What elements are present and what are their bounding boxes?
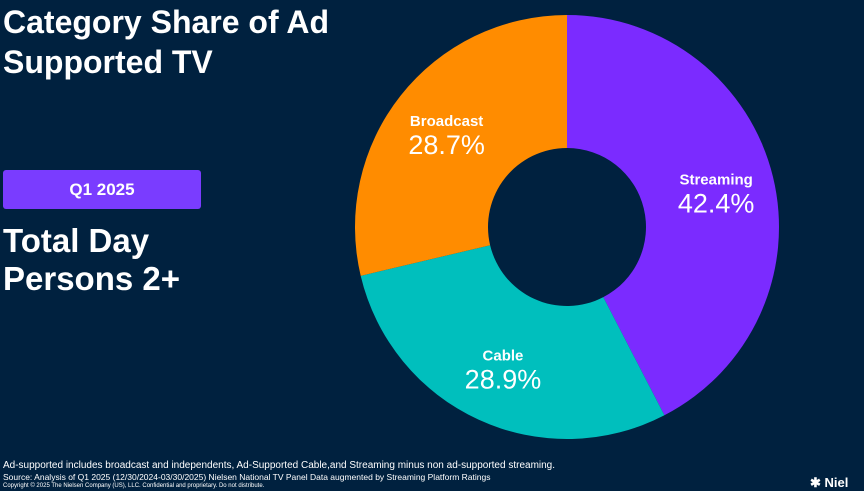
audience-subtitle: Total Day Persons 2+: [3, 222, 180, 298]
slice-label-broadcast: Broadcast: [410, 113, 483, 130]
period-badge: Q1 2025: [3, 170, 201, 209]
slice-cable: [360, 245, 665, 439]
slice-broadcast: [355, 15, 567, 276]
slice-label-cable: Cable: [483, 348, 524, 365]
slice-streaming: [567, 15, 779, 416]
demo-label: Persons 2+: [3, 260, 181, 297]
daypart-label: Total Day: [3, 222, 150, 259]
slice-value-cable: 28.9%: [465, 365, 542, 395]
slice-value-streaming: 42.4%: [678, 189, 755, 219]
copyright: Copyright © 2025 The Nielsen Company (US…: [3, 483, 265, 489]
source-note: Source: Analysis of Q1 2025 (12/30/2024-…: [3, 472, 491, 482]
slice-value-broadcast: 28.7%: [408, 130, 485, 160]
chart-title: Category Share of Ad Supported TV: [3, 4, 329, 80]
slice-label-streaming: Streaming: [679, 172, 752, 189]
nielsen-logo: ✱ Niel: [810, 475, 849, 490]
footnote: Ad-supported includes broadcast and inde…: [3, 460, 556, 471]
